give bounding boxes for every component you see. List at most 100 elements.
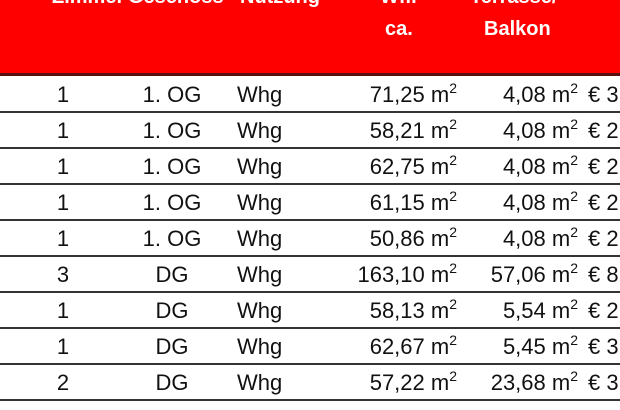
cell-preis-text: € 2 [588, 154, 619, 179]
cell-geschoss: DG [130, 370, 214, 396]
cell-terrasse: 4,08 m2 [502, 188, 578, 216]
header-terrasse-line2: Balkon [484, 18, 551, 40]
cell-wfl-text: 58,13 m [369, 298, 450, 323]
cell-geschoss-text: 1. OG [142, 154, 202, 179]
cell-preis-text: € 3 [588, 334, 619, 359]
cell-zimmer-text: 1 [56, 226, 70, 251]
cell-zimmer-text: 1 [56, 118, 70, 143]
cell-nutzung-text: Whg [237, 82, 283, 107]
unit-superscript: 2 [570, 80, 578, 96]
unit-superscript: 2 [570, 260, 578, 276]
cell-wfl-text: 62,75 m [369, 154, 450, 179]
cell-nutzung-text: Whg [237, 190, 283, 215]
cell-zimmer: 1 [40, 82, 86, 108]
unit-superscript: 2 [449, 368, 457, 384]
cell-geschoss-text: 1. OG [142, 226, 202, 251]
table-row: 1 1. OG Whg 61,15 m2 4,08 m2 € 2 [0, 185, 620, 221]
cell-terrasse: 23,68 m2 [490, 368, 578, 396]
cell-zimmer-text: 3 [56, 262, 70, 287]
cell-geschoss: 1. OG [130, 226, 214, 252]
cell-zimmer: 1 [40, 226, 86, 252]
cell-terrasse-text: 4,08 m [502, 190, 571, 215]
cell-wfl-text: 61,15 m [369, 190, 450, 215]
cell-zimmer: 1 [40, 298, 86, 324]
cell-terrasse-text: 4,08 m [502, 226, 571, 251]
cell-preis-text: € 2 [588, 226, 619, 251]
cell-wfl: 50,86 m2 [369, 224, 457, 252]
cell-nutzung: Whg [237, 226, 282, 252]
cell-preis: € 8 [588, 262, 619, 288]
cell-geschoss-text: DG [155, 370, 189, 395]
cell-terrasse: 4,08 m2 [502, 80, 578, 108]
cell-preis-text: € 2 [588, 190, 619, 215]
header-nutzung: Nutzung [240, 0, 320, 9]
unit-superscript: 2 [570, 224, 578, 240]
cell-zimmer: 3 [40, 262, 86, 288]
cell-zimmer-text: 2 [56, 370, 70, 395]
cell-geschoss: 1. OG [130, 154, 214, 180]
cell-terrasse-text: 23,68 m [490, 370, 571, 395]
header-wfl: Wfl. [380, 0, 417, 9]
cell-geschoss: 1. OG [130, 190, 214, 216]
header-wfl-line2: ca. [385, 18, 413, 40]
table-row: 1 DG Whg 58,13 m2 5,54 m2 € 2 [0, 293, 620, 329]
cell-terrasse-text: 4,08 m [502, 82, 571, 107]
table-row: 1 1. OG Whg 71,25 m2 4,08 m2 € 3 [0, 77, 620, 113]
cell-terrasse-text: 5,54 m [502, 298, 571, 323]
cell-wfl-text: 58,21 m [369, 118, 450, 143]
cell-zimmer: 1 [40, 154, 86, 180]
cell-zimmer-text: 1 [56, 82, 70, 107]
cell-nutzung: Whg [237, 118, 282, 144]
cell-geschoss-text: DG [155, 298, 189, 323]
cell-nutzung-text: Whg [237, 298, 283, 323]
cell-preis: € 2 [588, 298, 619, 324]
cell-preis-text: € 3 [588, 82, 619, 107]
cell-geschoss: 1. OG [130, 118, 214, 144]
unit-superscript: 2 [449, 332, 457, 348]
cell-wfl: 163,10 m2 [357, 260, 457, 288]
cell-nutzung: Whg [237, 82, 282, 108]
cell-terrasse: 4,08 m2 [502, 224, 578, 252]
cell-zimmer-text: 1 [56, 334, 70, 359]
cell-geschoss: DG [130, 262, 214, 288]
cell-preis-text: € 3 [588, 370, 619, 395]
cell-nutzung: Whg [237, 370, 282, 396]
cell-nutzung: Whg [237, 154, 282, 180]
cell-geschoss-text: DG [155, 262, 189, 287]
table-header: Zimmer Geschoss Nutzung Wfl. Terrasse/ c… [0, 0, 620, 76]
unit-superscript: 2 [570, 152, 578, 168]
cell-zimmer-text: 1 [56, 298, 70, 323]
header-terrasse: Terrasse/ [470, 0, 557, 9]
cell-nutzung-text: Whg [237, 226, 283, 251]
cell-terrasse: 4,08 m2 [503, 152, 578, 180]
cell-terrasse-text: 57,06 m [490, 262, 571, 287]
unit-superscript: 2 [570, 332, 578, 348]
cell-nutzung-text: Whg [237, 334, 283, 359]
table-row: 2 DG Whg 57,22 m2 23,68 m2 € 3 [0, 365, 620, 401]
cell-nutzung-text: Whg [237, 118, 283, 143]
cell-nutzung: Whg [237, 190, 282, 216]
unit-superscript: 2 [449, 116, 457, 132]
cell-wfl: 58,21 m2 [369, 116, 457, 144]
cell-preis: € 3 [588, 334, 619, 360]
cell-preis: € 2 [588, 226, 619, 252]
cell-geschoss: 1. OG [130, 82, 214, 108]
cell-geschoss-text: DG [155, 334, 189, 359]
unit-superscript: 2 [570, 296, 578, 312]
cell-preis: € 2 [588, 190, 619, 216]
cell-terrasse-text: 5,45 m [502, 334, 571, 359]
cell-wfl-text: 62,67 m [369, 334, 450, 359]
cell-nutzung-text: Whg [237, 370, 283, 395]
cell-terrasse: 4,08 m2 [502, 116, 578, 144]
cell-wfl-text: 50,86 m [369, 226, 450, 251]
cell-terrasse: 5,45 m2 [502, 332, 578, 360]
unit-superscript: 2 [449, 80, 457, 96]
header-zimmer: Zimmer [52, 0, 124, 9]
table-body: 1 1. OG Whg 71,25 m2 4,08 m2 € 3 1 1. OG Whg 58,2… [0, 77, 620, 401]
unit-superscript: 2 [570, 368, 578, 384]
cell-wfl: 57,22 m2 [370, 368, 457, 396]
cell-zimmer-text: 1 [56, 190, 70, 215]
cell-wfl: 71,25 m2 [370, 80, 457, 108]
cell-terrasse-text: 4,08 m [502, 118, 571, 143]
unit-superscript: 2 [449, 188, 457, 204]
